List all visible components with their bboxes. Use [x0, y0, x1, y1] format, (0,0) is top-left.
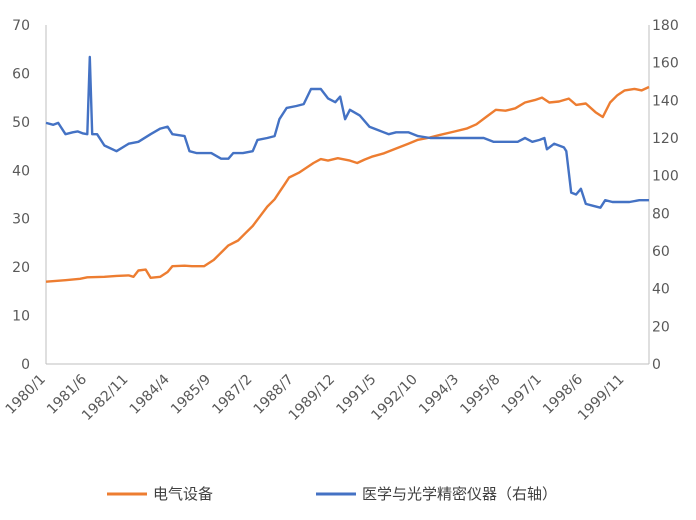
right-y-tick-label: 0	[652, 357, 661, 373]
left-y-tick-label: 10	[12, 309, 30, 325]
right-y-tick-label: 40	[652, 282, 670, 298]
right-y-tick-label: 60	[652, 244, 670, 260]
x-tick-label: 1994/3	[416, 372, 462, 418]
legend-label-electrical-equipment: 电气设备	[153, 485, 213, 503]
x-tick-label: 1997/1	[499, 372, 545, 418]
right-y-tick-label: 140	[652, 93, 679, 109]
left-y-tick-label: 20	[12, 260, 30, 276]
x-axis-tick-labels: 1980/11981/61982/111984/41985/91987/2198…	[3, 371, 628, 424]
x-tick-label: 1984/4	[127, 371, 173, 417]
series-lines	[45, 55, 650, 283]
left-y-axis-tick-labels: 0 10 20 30 40 50 60 70	[12, 18, 30, 373]
series-line-medical-optical-instruments	[45, 55, 649, 209]
axes	[45, 25, 650, 365]
x-tick-label: 1982/11	[79, 372, 131, 424]
x-tick-label: 1992/10	[368, 372, 420, 424]
series-line-electrical-equipment	[45, 85, 650, 283]
right-y-tick-label: 100	[652, 169, 679, 185]
x-tick-label: 1999/11	[575, 372, 627, 424]
left-y-tick-label: 30	[12, 212, 30, 228]
left-y-tick-label: 40	[12, 163, 30, 179]
right-y-tick-label: 20	[652, 319, 670, 335]
right-y-tick-label: 80	[652, 206, 670, 222]
right-y-tick-label: 120	[652, 131, 679, 147]
x-tick-label: 1995/8	[457, 372, 503, 418]
left-y-tick-label: 50	[12, 115, 30, 131]
left-y-tick-label: 60	[12, 66, 30, 82]
left-y-tick-label: 0	[21, 357, 30, 373]
x-tick-label: 1989/12	[286, 372, 338, 424]
right-y-axis-tick-labels: 0 20 40 60 80 100 120 140 160 180	[652, 18, 679, 373]
x-tick-label: 1987/2	[209, 372, 255, 418]
x-tick-label: 1985/9	[168, 372, 214, 418]
left-y-tick-label: 70	[12, 18, 30, 34]
right-y-tick-label: 160	[652, 56, 679, 72]
legend-label-medical-optical-instruments: 医学与光学精密仪器（右轴）	[362, 485, 557, 503]
right-y-tick-label: 180	[652, 18, 679, 34]
x-tick-label: 1980/1	[3, 372, 49, 418]
legend: 电气设备 医学与光学精密仪器（右轴）	[107, 485, 557, 503]
